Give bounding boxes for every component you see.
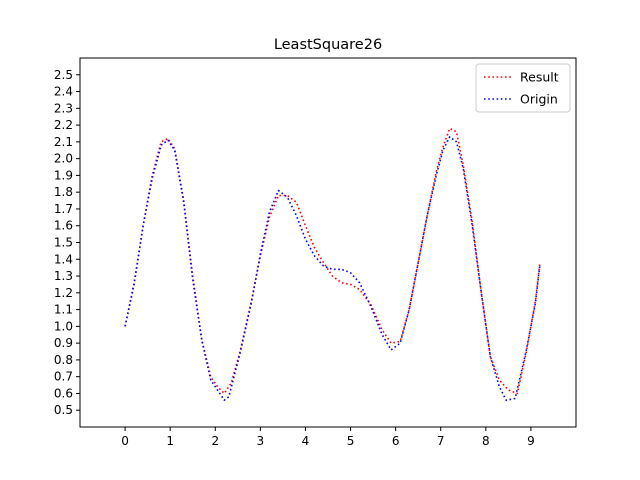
y-tick-label: 1.7 bbox=[54, 202, 73, 216]
y-tick-label: 0.9 bbox=[54, 336, 73, 350]
chart-title: LeastSquare26 bbox=[274, 37, 382, 53]
legend-label-result: Result bbox=[520, 70, 559, 85]
y-tick-label: 0.6 bbox=[54, 386, 73, 400]
x-tick-label: 8 bbox=[482, 434, 490, 448]
x-tick-label: 7 bbox=[437, 434, 445, 448]
x-tick-label: 1 bbox=[166, 434, 174, 448]
y-tick-label: 1.4 bbox=[54, 252, 73, 266]
y-tick-label: 2.1 bbox=[54, 135, 73, 149]
y-tick-label: 1.5 bbox=[54, 236, 73, 250]
legend-box bbox=[475, 63, 571, 113]
y-tick-label: 1.3 bbox=[54, 269, 73, 283]
x-tick-label: 9 bbox=[527, 434, 535, 448]
y-tick-label: 1.1 bbox=[54, 303, 73, 317]
y-tick-label: 2.0 bbox=[54, 152, 73, 166]
x-tick-label: 4 bbox=[302, 434, 310, 448]
x-tick-label: 0 bbox=[121, 434, 129, 448]
x-tick-label: 6 bbox=[392, 434, 400, 448]
y-tick-label: 2.4 bbox=[54, 85, 73, 99]
y-tick-label: 1.2 bbox=[54, 286, 73, 300]
y-axis: 0.5 0.6 0.7 0.8 0.9 1.0 1.1 1.2 1.3 1.4 1.5 1.6 1.7 1… bbox=[54, 68, 80, 417]
y-tick-label: 0.5 bbox=[54, 403, 73, 417]
plot-lines bbox=[124, 127, 541, 401]
y-tick-label: 2.2 bbox=[54, 118, 73, 132]
legend-label-origin: Origin bbox=[520, 92, 558, 107]
x-axis: 0 1 2 3 4 5 6 7 8 9 bbox=[121, 427, 535, 448]
y-tick-label: 0.8 bbox=[54, 353, 73, 367]
x-tick-label: 5 bbox=[347, 434, 355, 448]
y-tick-label: 1.8 bbox=[54, 185, 73, 199]
y-tick-label: 1.0 bbox=[54, 319, 73, 333]
y-tick-label: 0.7 bbox=[54, 370, 73, 384]
y-tick-label: 2.5 bbox=[54, 68, 73, 82]
y-tick-label: 2.3 bbox=[54, 101, 73, 115]
y-tick-label: 1.6 bbox=[54, 219, 73, 233]
y-tick-label: 1.9 bbox=[54, 168, 73, 182]
x-tick-label: 2 bbox=[211, 434, 219, 448]
x-tick-label: 3 bbox=[257, 434, 265, 448]
legend: Result Origin bbox=[475, 63, 571, 113]
